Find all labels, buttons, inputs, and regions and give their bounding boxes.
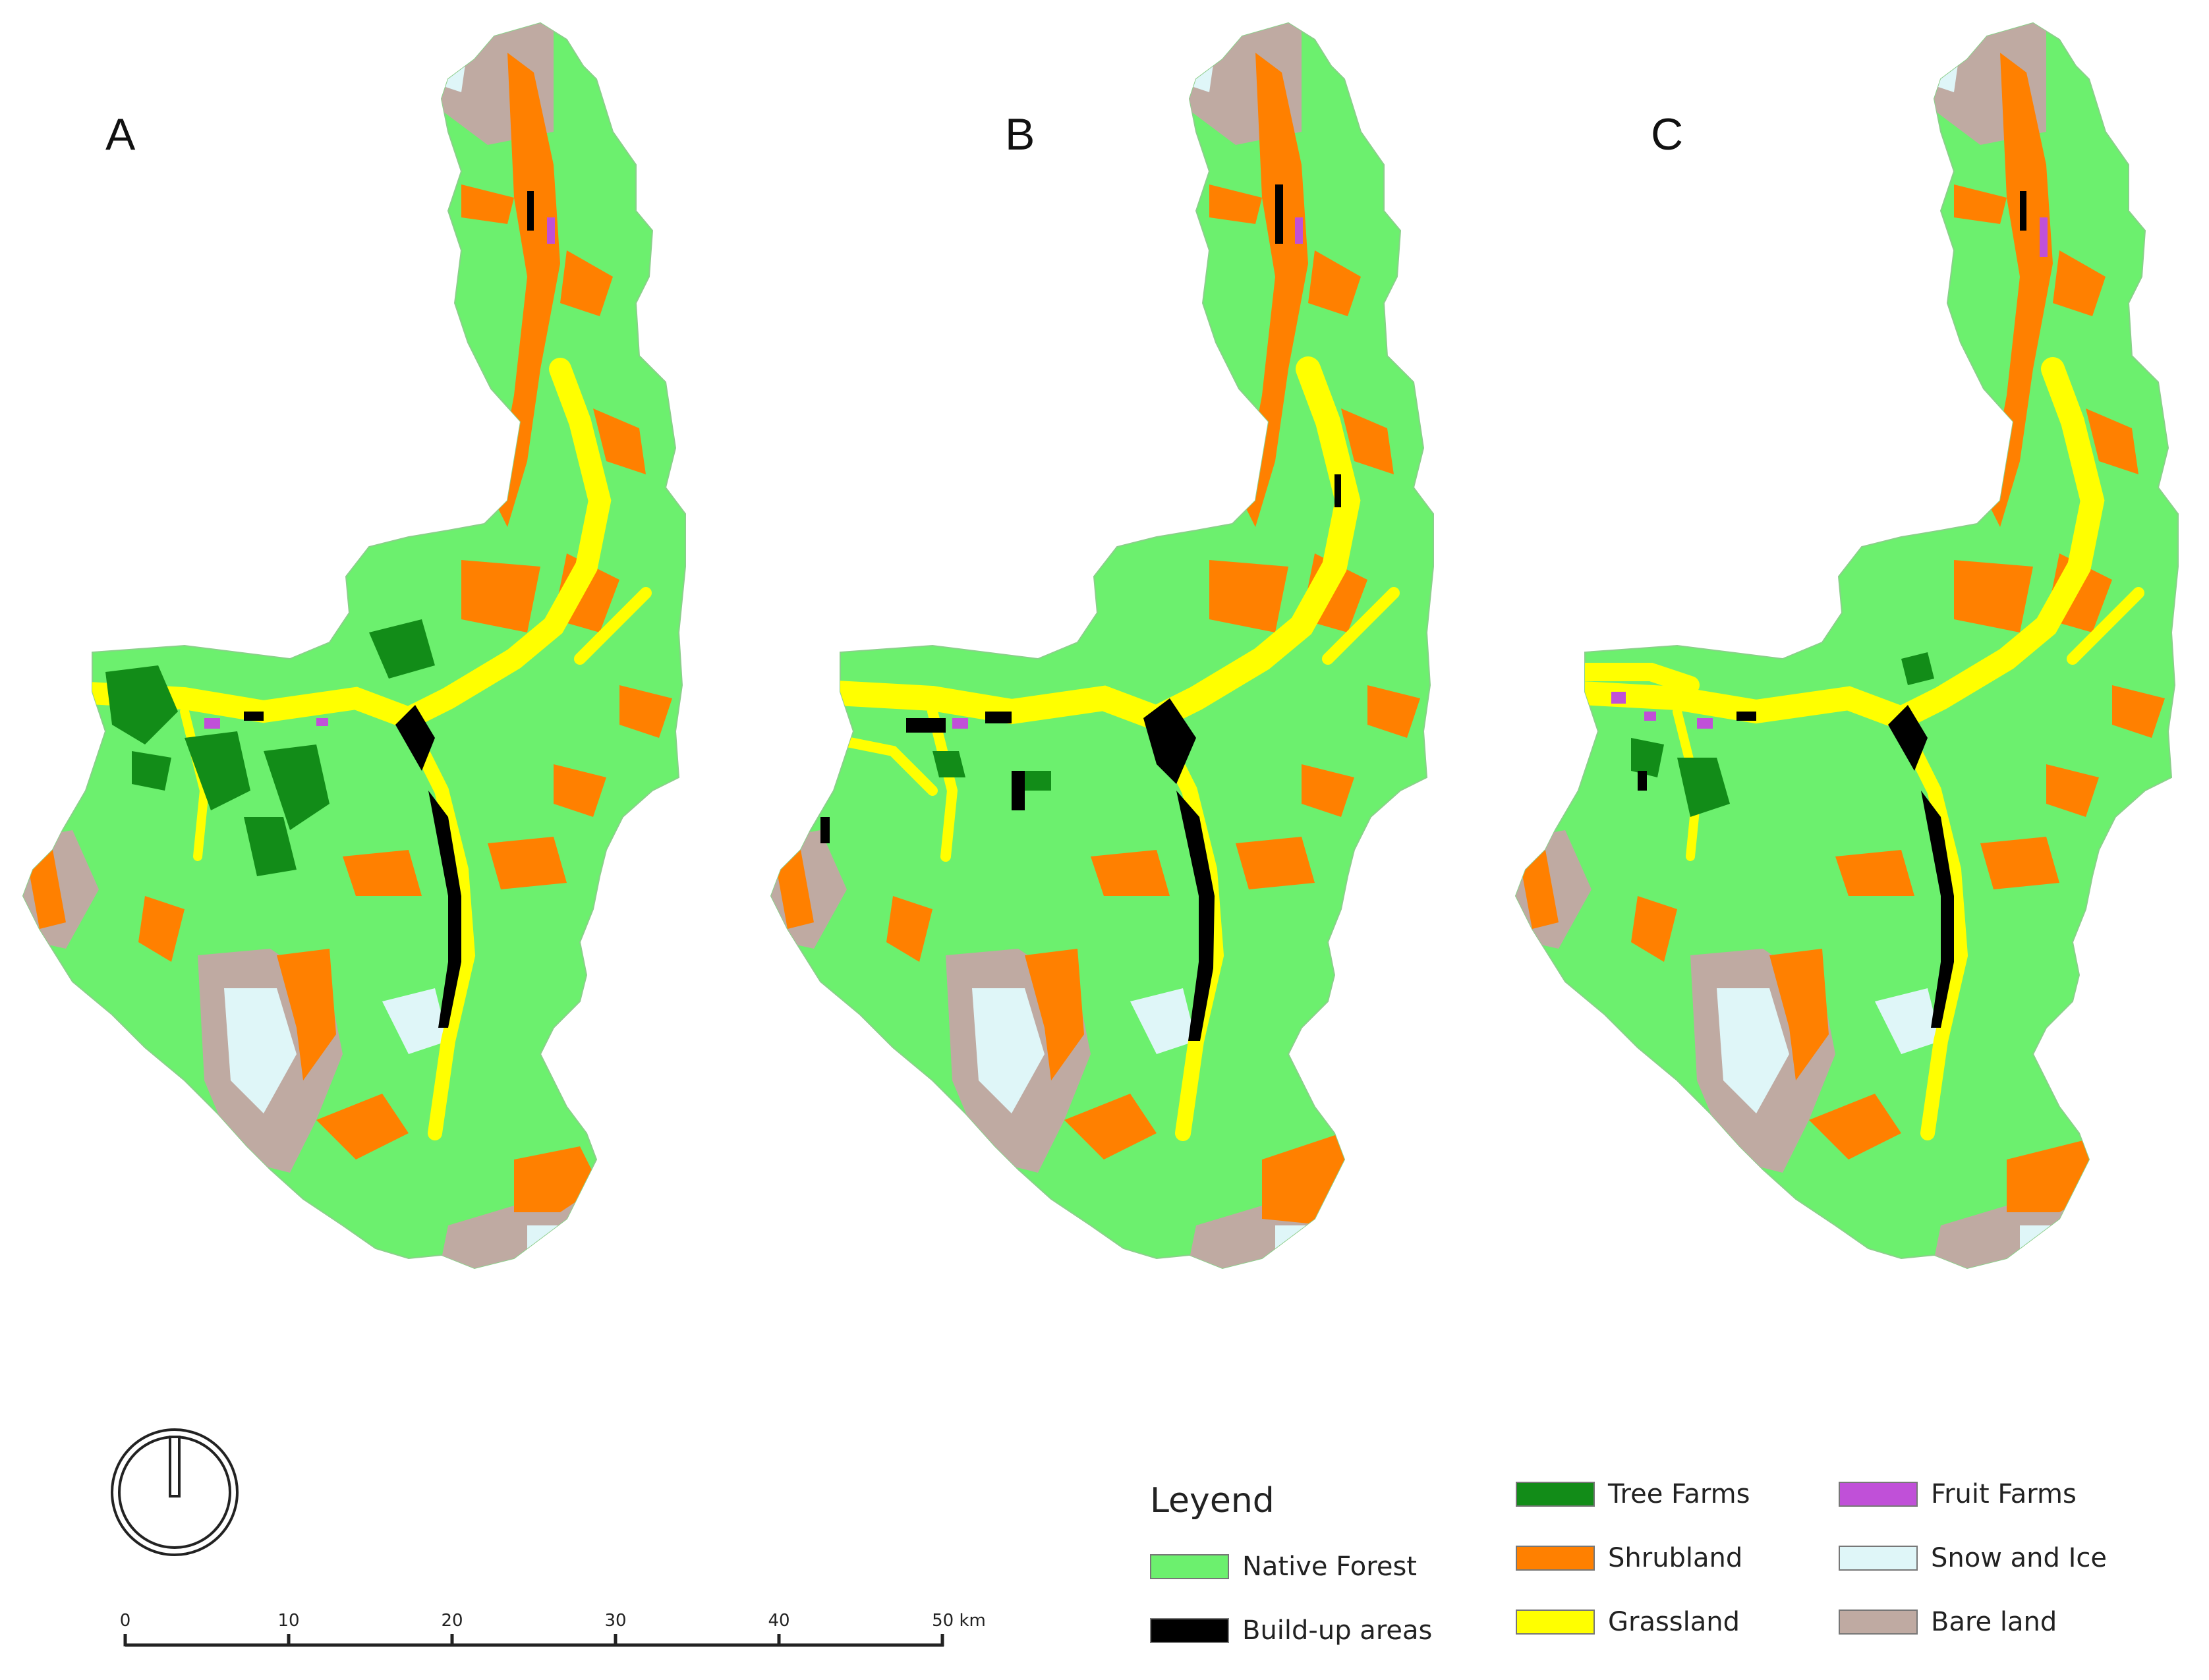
legend-label: Native Forest [1242,1552,1417,1582]
legend-label: Build-up areas [1242,1615,1433,1646]
north-arrow-icon [111,1428,239,1556]
panel-label-a: A [105,109,136,159]
legend-label: Snow and Ice [1931,1543,2108,1573]
map-panel-b [770,22,1434,1269]
scale-bar [123,1634,944,1647]
legend-swatch [1516,1482,1595,1507]
legend-item-bare-land: Bare land [1839,1607,2057,1637]
legend-item-native-forest: Native Forest [1150,1552,1417,1582]
legend-swatch [1839,1610,1918,1635]
legend-swatch [1839,1482,1918,1507]
legend-label: Tree Farms [1608,1479,1750,1509]
scale-tick-label: 30 [604,1611,627,1631]
legend-label: Shrubland [1608,1543,1743,1573]
legend-swatch [1516,1610,1595,1635]
legend-item-fruit-farms: Fruit Farms [1839,1479,2077,1509]
legend-swatch [1150,1618,1229,1643]
legend-item-shrubland: Shrubland [1516,1543,1742,1573]
legend-item-grassland: Grassland [1516,1607,1740,1637]
scale-tick-label: 40 [768,1611,790,1631]
scale-tick-label: 10 [277,1611,300,1631]
scale-tick-label: 50 km [932,1611,986,1631]
legend-label: Fruit Farms [1931,1479,2077,1509]
legend-swatch [1150,1554,1229,1579]
panel-label-b: B [1005,109,1035,159]
scale-tick-label: 0 [119,1611,131,1631]
legend-title: Leyend [1150,1481,1275,1521]
scale-tick-label: 20 [441,1611,463,1631]
legend-label: Bare land [1931,1607,2057,1637]
legend-item-snow-and-ice: Snow and Ice [1839,1543,2107,1573]
legend-swatch [1839,1546,1918,1571]
map-panel-a [22,22,686,1269]
map-panel-c [1515,22,2179,1269]
panel-label-c: C [1651,109,1684,159]
legend-item-tree-farms: Tree Farms [1516,1479,1750,1509]
legend-item-build-up-areas: Build-up areas [1150,1615,1432,1646]
legend-swatch [1516,1546,1595,1571]
legend-label: Grassland [1608,1607,1740,1637]
